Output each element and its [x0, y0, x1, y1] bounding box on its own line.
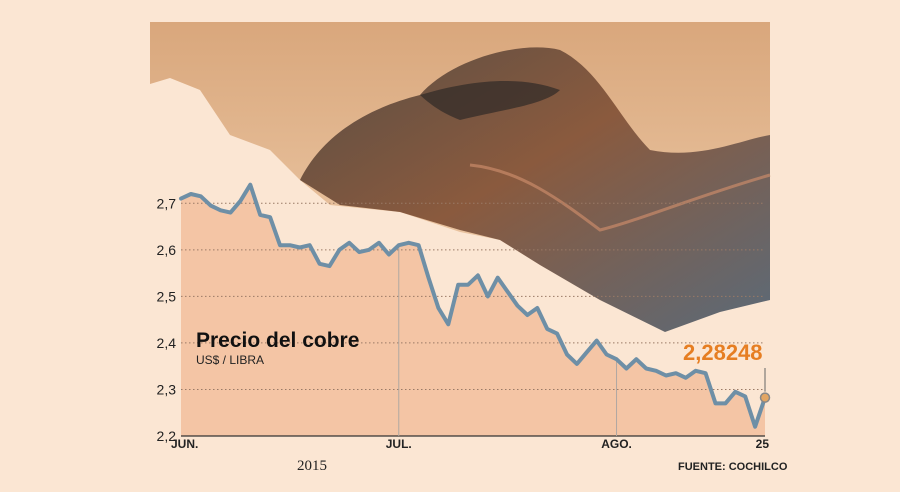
data-point — [249, 183, 252, 186]
data-point — [298, 246, 301, 249]
data-point — [190, 193, 192, 195]
data-point — [467, 283, 469, 286]
data-point — [645, 367, 648, 370]
data-point — [209, 204, 212, 207]
data-point — [219, 209, 222, 212]
data-point — [526, 314, 529, 316]
x-axis-ticks: JUN. JUL. AGO. 25 — [171, 245, 769, 451]
data-point — [576, 363, 578, 365]
y-tick-label: 2,6 — [157, 242, 177, 258]
data-point — [229, 211, 232, 214]
data-point — [536, 307, 539, 309]
x-tick-label: JUN. — [171, 437, 198, 451]
data-point — [586, 351, 588, 354]
source-label: FUENTE: COCHILCO — [678, 461, 788, 473]
data-point — [457, 283, 459, 286]
data-point — [289, 244, 291, 246]
data-point — [180, 197, 182, 200]
y-tick-label: 2,7 — [157, 195, 177, 211]
price-line — [179, 182, 771, 429]
data-point — [279, 244, 281, 246]
data-point — [199, 195, 202, 198]
data-point — [655, 370, 657, 372]
x-tick-label: 25 — [756, 437, 770, 451]
y-tick-label: 2,3 — [157, 381, 177, 397]
data-point — [615, 358, 618, 361]
data-point — [358, 251, 360, 253]
data-point — [318, 262, 321, 265]
data-point — [516, 304, 519, 307]
chart-title: Precio del cobre — [196, 329, 359, 352]
data-point — [675, 372, 677, 374]
gridlines — [181, 202, 765, 437]
data-point — [734, 390, 737, 393]
data-point — [308, 244, 311, 246]
data-point — [566, 353, 568, 356]
data-point — [685, 377, 687, 379]
y-tick-label: 2,2 — [157, 428, 177, 444]
data-point — [546, 328, 549, 330]
data-point — [724, 402, 727, 405]
y-tick-label: 2,4 — [157, 335, 177, 351]
area-fill — [181, 184, 765, 436]
data-point — [269, 216, 271, 219]
data-point — [437, 307, 440, 309]
data-point — [239, 200, 242, 202]
data-point — [556, 332, 558, 335]
chart-subtitle: US$ / LIBRA — [196, 353, 264, 367]
data-point — [388, 253, 390, 256]
data-point — [754, 425, 756, 428]
y-axis-ticks: 2,7 2,6 2,5 2,4 2,3 2,2 — [157, 195, 177, 444]
data-point — [397, 244, 400, 246]
year-label: 2015 — [297, 458, 327, 474]
data-point — [368, 249, 370, 251]
data-point — [595, 339, 598, 342]
x-tick-label: AGO. — [601, 437, 632, 451]
data-point — [625, 367, 628, 370]
data-point — [447, 323, 450, 326]
x-tick-label: JUL. — [386, 437, 412, 451]
data-point — [665, 374, 667, 377]
data-point — [328, 265, 331, 267]
last-value-marker — [759, 392, 771, 403]
copper-rock-image — [150, 22, 771, 332]
data-point — [407, 242, 410, 244]
data-point — [417, 244, 420, 246]
data-point — [605, 353, 608, 356]
price-area — [181, 184, 765, 436]
data-point — [496, 276, 499, 279]
data-point — [348, 242, 351, 244]
y-tick-label: 2,5 — [157, 288, 177, 304]
data-point — [487, 295, 489, 298]
data-point — [704, 372, 707, 374]
data-point — [427, 276, 430, 279]
data-point — [338, 249, 341, 251]
last-value-label: 2,28248 — [683, 340, 763, 365]
data-point — [744, 395, 747, 398]
data-point — [635, 358, 638, 361]
data-point — [694, 370, 697, 372]
data-point — [378, 242, 380, 244]
data-point — [714, 402, 717, 405]
data-point — [259, 214, 261, 216]
data-point — [506, 290, 509, 293]
data-point — [477, 274, 479, 277]
series-line — [179, 182, 767, 429]
